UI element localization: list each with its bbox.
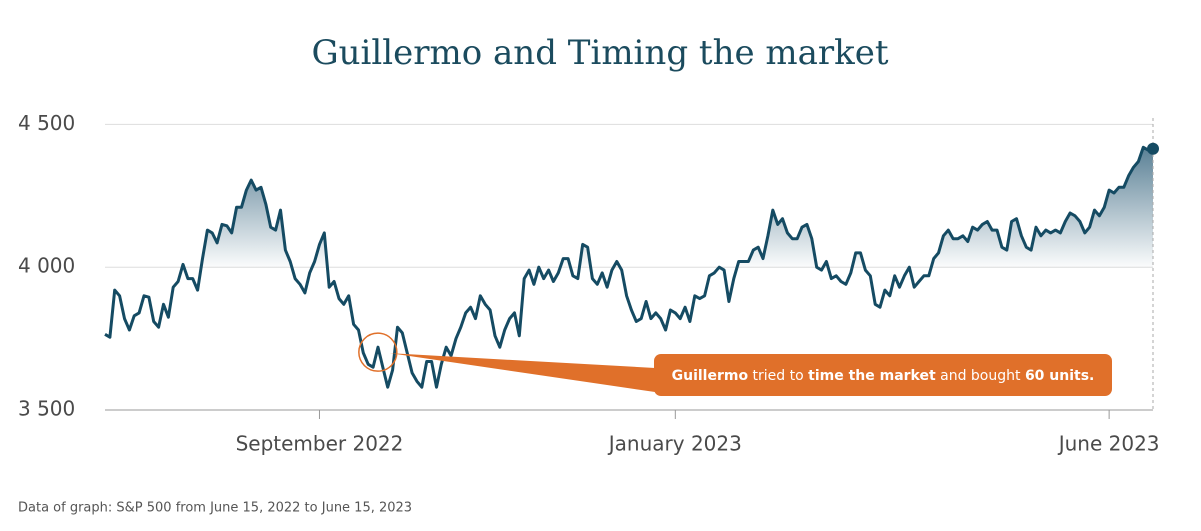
callout-box [654, 354, 1112, 396]
y-tick-label: 4 000 [18, 254, 75, 278]
callout-text-part: tried to [748, 368, 808, 384]
x-tick-label: January 2023 [607, 432, 742, 456]
area-fill [182, 147, 1153, 268]
callout-text-part: and bought [936, 368, 1025, 384]
y-tick-label: 4 500 [18, 111, 75, 135]
callout-text-part: time the market [808, 368, 936, 384]
callout-text-part: Guillermo [672, 368, 749, 384]
chart-title: Guillermo and Timing the market [311, 33, 888, 73]
callout-text: Guillermo tried to time the market and b… [672, 368, 1095, 384]
callout-text-part: 60 units. [1025, 368, 1094, 384]
x-tick-label: September 2022 [236, 432, 404, 456]
y-tick-label: 3 500 [18, 397, 75, 421]
callout-pointer [389, 353, 655, 392]
x-tick-label: June 2023 [1057, 432, 1160, 456]
annotation-circle [358, 332, 398, 372]
end-point [1147, 142, 1159, 155]
footnote: Data of graph: S&P 500 from June 15, 202… [18, 501, 412, 516]
price-line [104, 145, 1154, 389]
